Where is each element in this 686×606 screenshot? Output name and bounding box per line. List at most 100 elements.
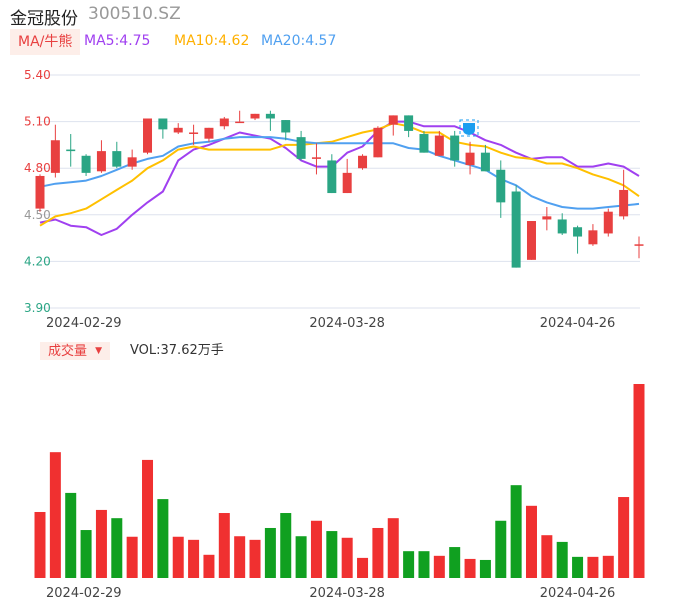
volume-bar (418, 551, 430, 578)
candle-body (265, 113, 275, 119)
caret-down-icon: ▼ (95, 346, 103, 356)
volume-bar (357, 557, 369, 578)
badge-shield (463, 123, 475, 135)
candlestick (250, 113, 260, 121)
candlestick (557, 213, 567, 235)
candlestick (112, 141, 122, 169)
candle-body (219, 118, 229, 127)
ma10-line (39, 122, 640, 227)
candlestick (50, 124, 60, 178)
candle-body (143, 118, 153, 153)
candle-body (281, 120, 291, 133)
volume-bar (157, 499, 169, 578)
candlestick (496, 160, 506, 218)
volume-x-date-label: 2024-03-28 (309, 586, 385, 601)
candle-body (388, 115, 398, 125)
candle-body (634, 244, 644, 246)
volume-bar (602, 555, 614, 578)
candle-body (96, 151, 106, 172)
candlestick (235, 110, 245, 124)
candlestick (311, 143, 321, 175)
candle-body (127, 157, 137, 167)
candlestick (434, 130, 444, 156)
volume-bar (618, 497, 630, 578)
candlestick (143, 118, 153, 155)
candle-body (419, 134, 429, 153)
candlestick (526, 221, 536, 260)
candlestick (388, 115, 398, 136)
x-date-label: 2024-03-28 (309, 316, 385, 331)
ma5-line (39, 120, 640, 236)
candlestick (619, 169, 629, 220)
candlestick (127, 149, 137, 170)
candlestick (404, 115, 414, 138)
volume-bar (633, 384, 645, 578)
candlestick (342, 158, 352, 194)
y-tick-label: 5.10 (24, 115, 51, 129)
volume-bar (34, 511, 46, 578)
candle-body (235, 121, 245, 124)
volume-bar (510, 485, 522, 578)
y-tick-label: 5.40 (24, 68, 51, 82)
volume-bar (372, 527, 384, 578)
volume-bar (449, 547, 461, 578)
candlestick (96, 140, 106, 173)
candlestick (265, 110, 275, 131)
candle-body (158, 118, 168, 130)
volume-x-date-label: 2024-04-26 (540, 586, 616, 601)
candlestick (511, 185, 521, 268)
volume-bar (464, 558, 476, 578)
candlestick (189, 124, 199, 145)
candle-body (81, 155, 91, 173)
candle-body (311, 157, 321, 159)
volume-tab-label: 成交量 (48, 344, 88, 359)
candlestick (35, 174, 45, 212)
volume-bar (495, 520, 507, 578)
volume-bar (479, 559, 491, 578)
candlestick (219, 116, 229, 130)
volume-bar (249, 539, 261, 578)
candlestick (204, 127, 214, 142)
volume-bar (280, 513, 292, 578)
y-tick-label: 4.80 (24, 161, 51, 175)
candlestick (465, 141, 475, 175)
candle-body (450, 135, 460, 161)
volume-bar (556, 541, 568, 578)
candle-body (204, 127, 214, 139)
candle-body (526, 221, 536, 260)
candlestick (542, 207, 552, 231)
volume-bar (403, 551, 415, 578)
news-badge-icon[interactable] (459, 119, 479, 137)
volume-bar (264, 527, 276, 578)
candlestick (419, 130, 429, 153)
candle-body (373, 127, 383, 158)
volume-bar (80, 530, 92, 578)
y-tick-label: 3.90 (24, 301, 51, 315)
candle-body (465, 152, 475, 166)
candle-body (588, 230, 598, 245)
candle-body (434, 135, 444, 156)
volume-bar (387, 518, 399, 578)
stock-name: 金冠股份 (10, 9, 78, 29)
volume-x-date-label: 2024-02-29 (46, 586, 122, 601)
candlestick (573, 225, 583, 254)
ma20-line (39, 136, 640, 210)
candle-body (189, 132, 199, 134)
candle-body (511, 191, 521, 268)
candle-body (296, 137, 306, 159)
volume-indicator-tab[interactable]: 成交量 ▼ (40, 342, 111, 360)
candle-body (573, 227, 583, 237)
ma5-value: MA5:4.75 (84, 33, 151, 49)
candlestick (634, 236, 644, 259)
candle-body (173, 127, 183, 133)
x-date-label: 2024-02-29 (46, 316, 122, 331)
candlestick (296, 130, 306, 161)
volume-bar (326, 531, 338, 578)
candlestick (373, 126, 383, 158)
candle-body (404, 115, 414, 131)
volume-bar (142, 459, 154, 578)
volume-bar (203, 554, 215, 578)
volume-bar (572, 556, 584, 578)
ma-indicator-tab[interactable]: MA/牛熊 (10, 29, 81, 55)
